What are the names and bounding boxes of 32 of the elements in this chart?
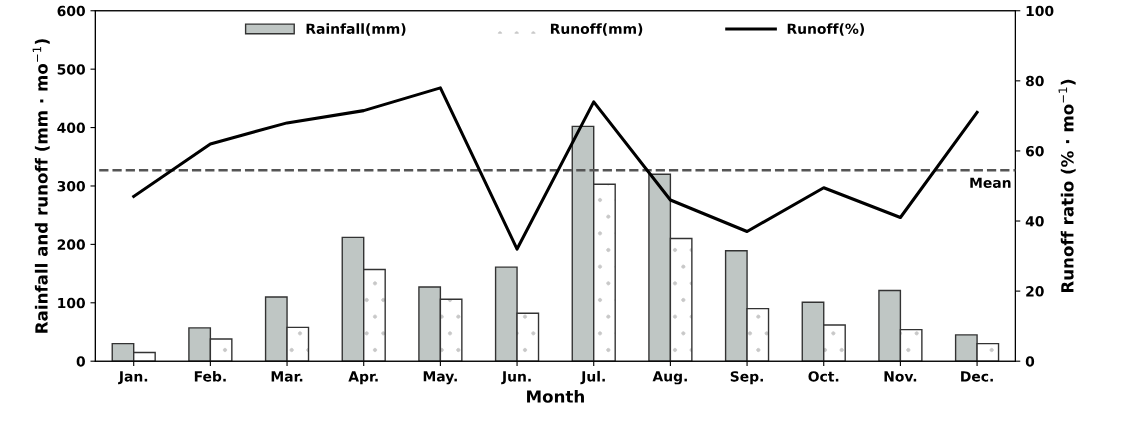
- y2-axis-title: Runoff ratio (% · mo$^{−1}$): [1058, 79, 1076, 293]
- y-axis-title: Rainfall and runoff (mm · mo$^{−1}$): [32, 39, 50, 333]
- x-tick-label: Mar.: [271, 371, 303, 382]
- legend-label: Runoff(%): [787, 23, 864, 36]
- x-axis-title: Month: [527, 389, 584, 403]
- x-tick-label: Jul.: [580, 370, 605, 385]
- x-tick-label: Sep.: [730, 371, 763, 385]
- y-tick-label: 500: [57, 64, 85, 75]
- y-tick-label: 300: [57, 180, 85, 192]
- y2-tick-label: 40: [1025, 215, 1044, 227]
- y2-tick-label: 80: [1025, 75, 1044, 87]
- y-tick-label: 100: [58, 297, 85, 309]
- x-tick-label: Jun.: [501, 371, 531, 385]
- x-tick-label: Nov.: [884, 371, 917, 382]
- x-tick-label: Apr.: [348, 371, 378, 385]
- x-tick-label: Aug.: [652, 371, 687, 385]
- y2-tick-label: 0: [1025, 356, 1035, 367]
- y2-tick-label: 60: [1025, 145, 1044, 157]
- y2-tick-label: 100: [1026, 5, 1054, 17]
- x-tick-label: Feb.: [194, 370, 226, 382]
- y2-tick-label: 20: [1026, 286, 1044, 297]
- legend-label: Runoff(mm): [550, 23, 643, 36]
- legend-label: Rainfall(mm): [306, 23, 406, 36]
- y-tick-label: 400: [57, 122, 85, 134]
- y-tick-label: 0: [76, 356, 85, 367]
- y-tick-label: 200: [57, 239, 85, 250]
- y-tick-label: 600: [57, 5, 85, 17]
- ref-line-label: Mean: [970, 177, 1011, 188]
- x-tick-label: Jan.: [118, 371, 148, 385]
- x-tick-label: May.: [423, 371, 457, 385]
- x-tick-label: Dec.: [961, 371, 993, 382]
- x-tick-label: Oct.: [808, 371, 839, 382]
